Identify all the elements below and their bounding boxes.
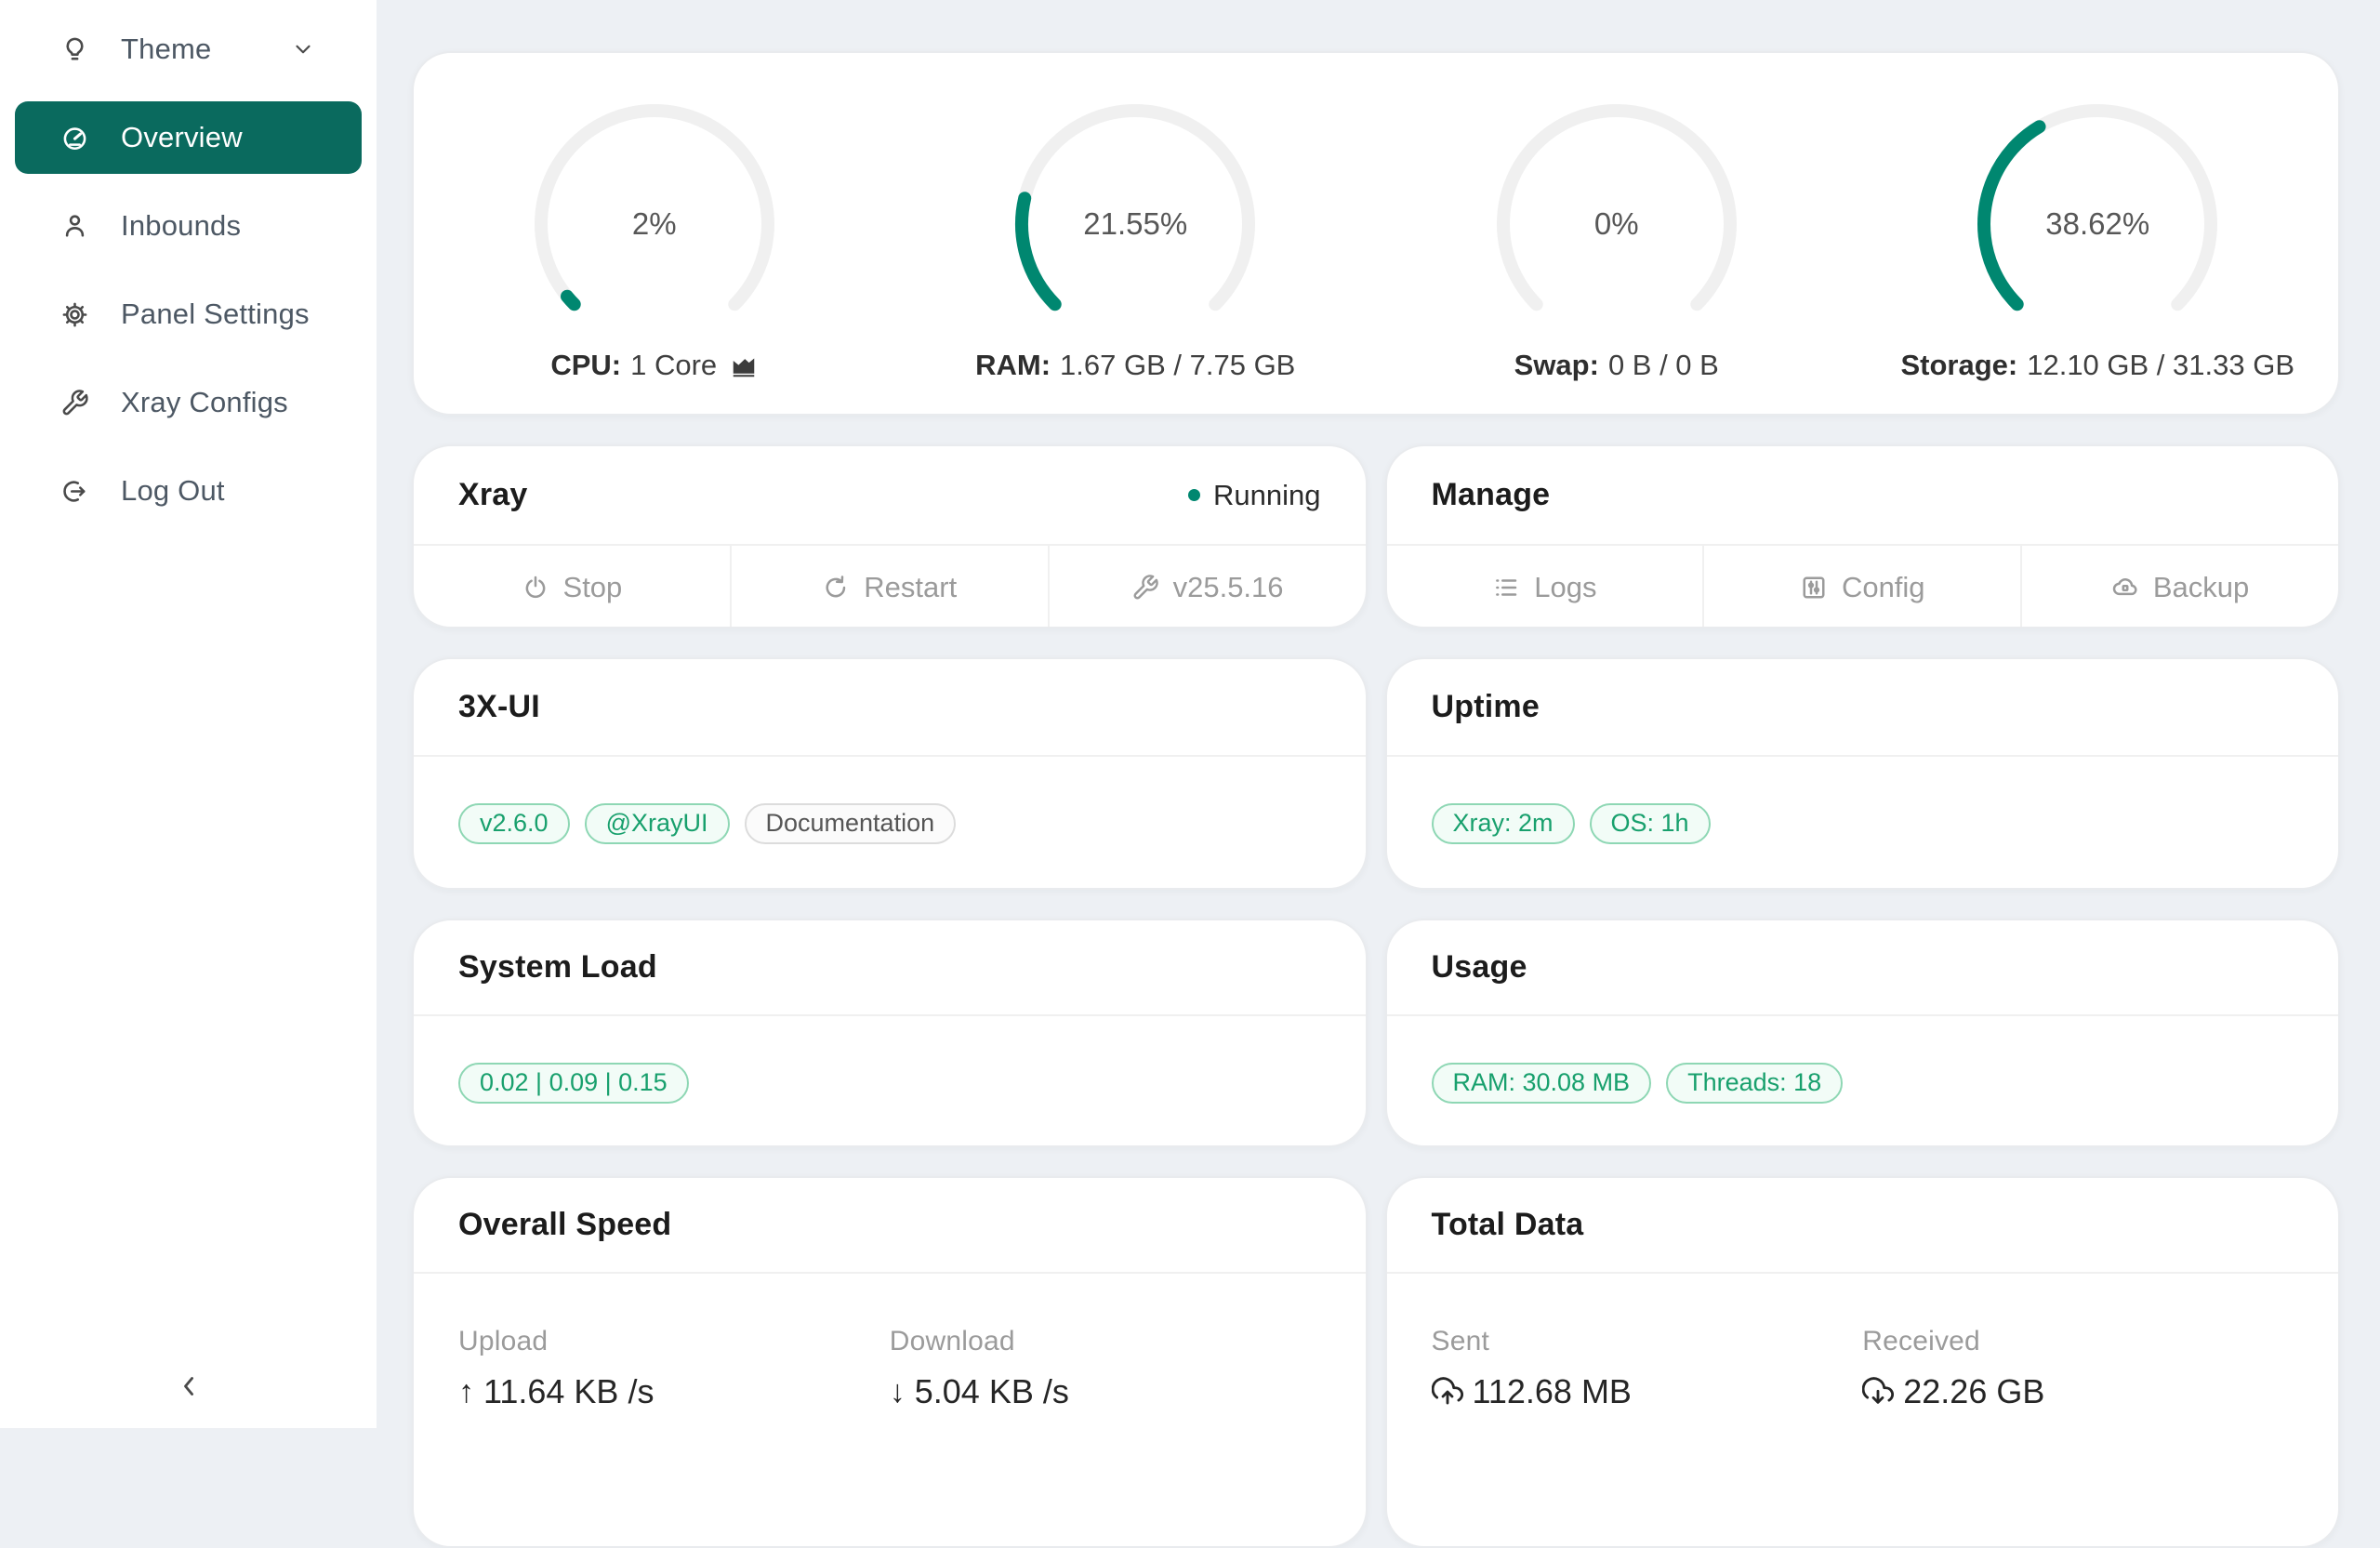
area-chart-icon[interactable] [730, 351, 758, 379]
sidebar-item-label: Theme [121, 33, 212, 65]
download-value: 5.04 KB /s [914, 1372, 1069, 1410]
overall-speed-card: Overall Speed Upload ↑ 11.64 KB /s Downl… [412, 1176, 1368, 1548]
overall-speed-title: Overall Speed [458, 1207, 672, 1242]
xray-uptime-tag[interactable]: Xray: 2m [1431, 802, 1575, 844]
ram-gauge: 21.55% RAM: 1.67 GB / 7.75 GB [895, 103, 1377, 414]
manage-card: Manage Logs [1384, 444, 2340, 628]
chevron-left-icon [183, 1377, 193, 1396]
power-icon [525, 576, 545, 598]
sidebar-item-label: Log Out [121, 474, 225, 507]
list-icon [1496, 578, 1517, 596]
gear-icon [60, 300, 89, 329]
usage-title: Usage [1431, 949, 1527, 985]
config-button[interactable]: Config [1702, 546, 2020, 627]
swap-percent: 0% [1593, 206, 1639, 241]
xray-status: Running [1188, 478, 1321, 512]
manage-card-title: Manage [1431, 477, 1551, 512]
ram-label: RAM: 1.67 GB / 7.75 GB [975, 349, 1296, 381]
sidebar-item-overview[interactable]: Overview [15, 101, 362, 174]
threads-tag[interactable]: Threads: 18 [1666, 1062, 1844, 1104]
cpu-gauge-ring [534, 104, 774, 311]
sidebar-item-theme[interactable]: Theme [15, 13, 362, 86]
upload-label: Upload [458, 1326, 549, 1356]
sidebar-menu: Theme Overview Inbounds [0, 0, 377, 527]
storage-label: Storage: 12.10 GB / 31.33 GB [1900, 349, 2295, 381]
xray-card: Xray Running Stop [412, 444, 1368, 628]
sidebar-item-inbounds[interactable]: Inbounds [15, 190, 362, 262]
arrow-up-icon: ↑ [458, 1373, 474, 1409]
status-dot [1188, 489, 1201, 501]
total-data-card: Total Data Sent 112.68 MB R [1384, 1176, 2340, 1548]
received-label: Received [1862, 1326, 1980, 1356]
xray-card-title: Xray [458, 477, 528, 512]
wrench-icon [60, 389, 89, 417]
sidebar-item-label: Xray Configs [121, 386, 288, 418]
sidebar-item-log-out[interactable]: Log Out [15, 455, 362, 527]
upload-value: 11.64 KB /s [483, 1372, 654, 1410]
swap-gauge: 0% Swap: 0 B / 0 B [1376, 103, 1858, 414]
cloud-upload-icon [1431, 1377, 1463, 1405]
sliders-icon [1803, 576, 1825, 598]
storage-percent: 38.62% [2045, 206, 2150, 241]
sidebar-collapse-button[interactable] [0, 1357, 377, 1415]
upload-stat: Upload ↑ 11.64 KB /s [458, 1326, 890, 1411]
sidebar-item-label: Inbounds [121, 209, 242, 242]
xui-card-title: 3X-UI [458, 689, 540, 724]
ram-gauge-ring [1015, 104, 1256, 311]
chevron-down-icon [296, 45, 311, 54]
uptime-card: Uptime Xray: 2m OS: 1h [1384, 657, 2340, 890]
storage-gauge-ring [1977, 104, 2218, 311]
cloud-download-icon [1862, 1377, 1895, 1404]
sidebar-item-panel-settings[interactable]: Panel Settings [15, 278, 362, 351]
status-text: Running [1213, 478, 1321, 511]
sidebar: Theme Overview Inbounds [0, 0, 377, 1428]
swap-gauge-ring [1496, 104, 1737, 311]
user-icon [60, 212, 89, 241]
logout-icon [60, 477, 89, 506]
ram-usage-tag[interactable]: RAM: 30.08 MB [1431, 1062, 1652, 1104]
xui-card: 3X-UI v2.6.0 @XrayUI Documentation [412, 657, 1368, 890]
wrench-icon [1133, 574, 1158, 599]
sidebar-item-label: Overview [121, 121, 243, 153]
cpu-gauge: 2% CPU: 1 Core [414, 103, 895, 414]
telegram-tag[interactable]: @XrayUI [584, 802, 730, 844]
storage-gauge: 38.62% Storage: 12.10 GB / 31.33 GB [1858, 103, 2339, 414]
received-stat: Received 22.26 GB [1862, 1326, 2294, 1411]
xray-version-button[interactable]: v25.5.16 [1047, 546, 1366, 627]
system-load-card: System Load 0.02 | 0.09 | 0.15 [412, 919, 1368, 1147]
swap-label: Swap: 0 B / 0 B [1514, 349, 1719, 381]
cloud-backup-icon [2112, 577, 2137, 595]
usage-card: Usage RAM: 30.08 MB Threads: 18 [1384, 919, 2340, 1147]
main-content: 2% CPU: 1 Core [377, 0, 2380, 1548]
sent-stat: Sent 112.68 MB [1431, 1326, 1863, 1411]
backup-button[interactable]: Backup [2020, 546, 2338, 627]
total-data-title: Total Data [1431, 1207, 1584, 1242]
received-value: 22.26 GB [1903, 1372, 2045, 1410]
documentation-tag[interactable]: Documentation [744, 802, 957, 844]
cpu-label: CPU: 1 Core [550, 349, 758, 382]
arrow-down-icon: ↓ [889, 1373, 906, 1409]
version-tag[interactable]: v2.6.0 [458, 802, 570, 844]
logs-button[interactable]: Logs [1387, 546, 1703, 627]
system-gauges-card: 2% CPU: 1 Core [412, 51, 2340, 416]
download-stat: Download ↓ 5.04 KB /s [890, 1326, 1321, 1411]
system-load-title: System Load [458, 949, 657, 985]
sidebar-item-xray-configs[interactable]: Xray Configs [15, 366, 362, 439]
xray-stop-button[interactable]: Stop [414, 546, 730, 627]
load-average-tag[interactable]: 0.02 | 0.09 | 0.15 [458, 1062, 689, 1104]
lightbulb-icon [60, 35, 89, 64]
sent-label: Sent [1431, 1326, 1490, 1356]
reload-icon [826, 575, 846, 597]
sidebar-item-label: Panel Settings [121, 298, 310, 330]
uptime-card-title: Uptime [1431, 689, 1540, 724]
os-uptime-tag[interactable]: OS: 1h [1589, 802, 1711, 844]
gauge-icon [60, 124, 89, 152]
download-label: Download [889, 1326, 1015, 1356]
ram-percent: 21.55% [1083, 206, 1188, 241]
xray-restart-button[interactable]: Restart [729, 546, 1048, 627]
sent-value: 112.68 MB [1472, 1372, 1632, 1410]
cpu-percent: 2% [631, 206, 677, 241]
